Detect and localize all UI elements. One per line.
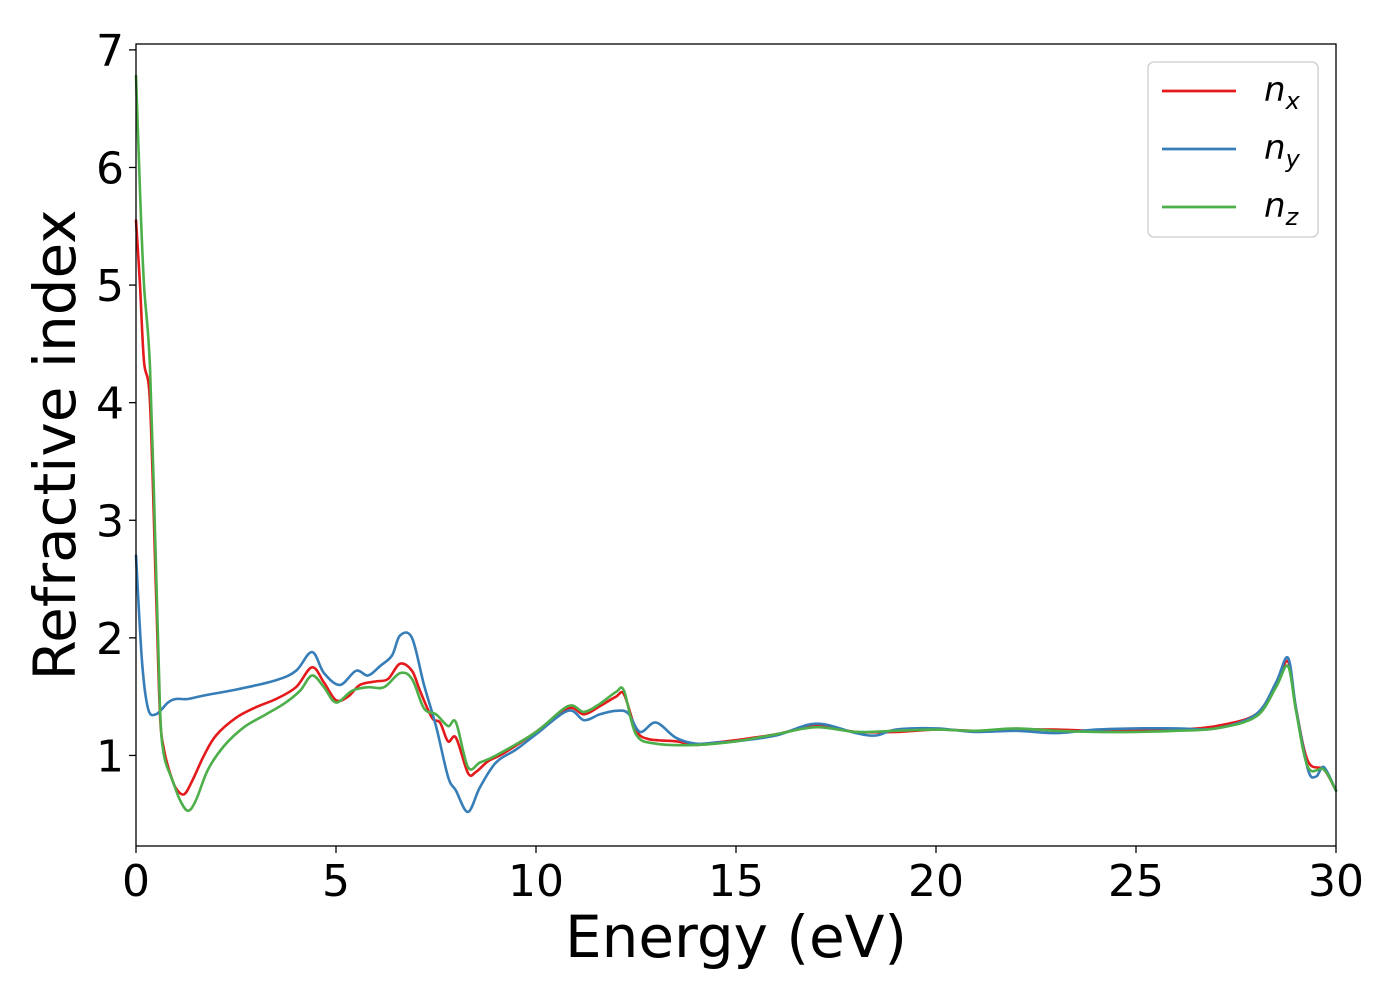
x-tick-label: 25 — [1108, 856, 1164, 907]
x-tick-label: 20 — [908, 856, 964, 907]
x-tick-label: 10 — [508, 856, 564, 907]
y-axis: 1 2 3 4 5 6 7 — [96, 26, 136, 782]
x-tick-label: 5 — [322, 856, 350, 907]
legend-label-x: nx — [1264, 70, 1301, 115]
x-tick-label: 0 — [122, 856, 150, 907]
series-line-z — [134, 74, 1338, 812]
x-axis: 0 5 10 15 20 25 30 — [122, 846, 1364, 907]
y-tick-label: 5 — [96, 261, 124, 312]
series-line-x — [134, 219, 1338, 796]
y-tick-label: 6 — [96, 143, 124, 194]
x-tick-label: 15 — [708, 856, 764, 907]
legend: nx ny nz — [1147, 61, 1319, 238]
y-tick-label: 1 — [96, 731, 124, 782]
series-layer — [134, 74, 1338, 814]
legend-label-y: ny — [1264, 128, 1301, 173]
x-tick-label: 30 — [1308, 856, 1364, 907]
y-tick-label: 7 — [96, 26, 124, 77]
y-tick-label: 4 — [96, 379, 124, 430]
y-axis-label: Refractive index — [21, 209, 89, 680]
legend-items: nx ny nz — [1162, 70, 1301, 231]
legend-label-z: nz — [1264, 186, 1300, 231]
series-line-y — [134, 554, 1338, 814]
x-axis-label: Energy (eV) — [565, 903, 907, 971]
y-tick-label: 2 — [96, 614, 124, 665]
y-tick-label: 3 — [96, 496, 124, 547]
